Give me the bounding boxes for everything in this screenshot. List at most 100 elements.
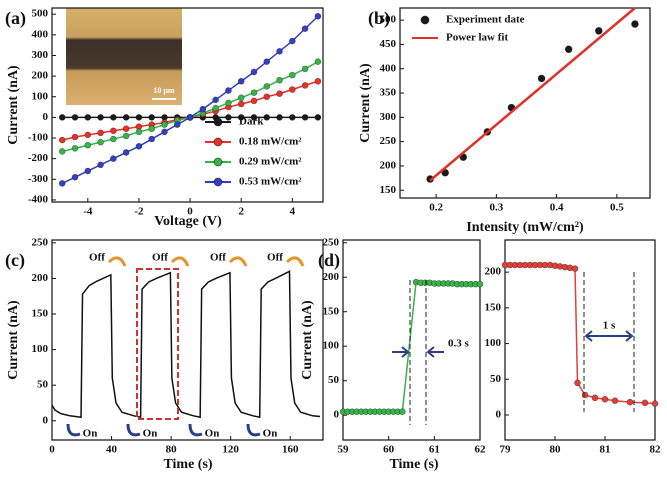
legend-label: Dark <box>239 116 264 128</box>
data-point <box>651 400 659 407</box>
y-tick-label: 200 <box>32 272 49 284</box>
annotation: 0.3 s <box>448 338 470 350</box>
data-point <box>314 114 322 121</box>
data-point <box>58 148 66 155</box>
x-tick-label: 120 <box>222 444 239 456</box>
y-axis-label: Current (nA) <box>358 63 373 143</box>
annotation: 1 s <box>603 320 616 332</box>
y-axis-label: Current (nA) <box>6 65 21 145</box>
data-point <box>71 145 79 152</box>
panel-label: (c) <box>5 250 25 271</box>
x-tick-label: 0.2 <box>429 202 443 214</box>
y-tick-label: 150 <box>380 184 397 196</box>
data-point <box>237 114 245 121</box>
x-tick-label: 59 <box>338 444 350 456</box>
y-tick-label: 300 <box>32 49 49 61</box>
data-point <box>161 128 168 136</box>
annotation: Off <box>152 252 168 264</box>
data-point <box>314 77 322 85</box>
y-tick-label: 100 <box>32 343 49 355</box>
data-point <box>225 87 232 94</box>
x-axis-label: Time (s) <box>163 457 212 472</box>
data-point <box>631 20 639 28</box>
data-point <box>186 114 194 121</box>
data-point <box>537 74 546 83</box>
on-arc <box>66 423 81 437</box>
y-tick-label: 250 <box>380 135 397 147</box>
y-tick-label: 300 <box>380 111 397 123</box>
data-point <box>601 395 609 403</box>
data-point <box>276 90 283 97</box>
inset-image <box>66 8 182 105</box>
data-point <box>591 394 599 402</box>
data-point <box>110 114 117 121</box>
legend-label: Experiment date <box>446 14 525 26</box>
arrow <box>584 330 634 342</box>
plot-frame <box>504 239 656 441</box>
annotation: On <box>205 428 220 440</box>
data-point <box>58 136 66 144</box>
inset-label: 10 μm <box>153 86 175 95</box>
y-axis-label: Current (nA) <box>6 300 21 380</box>
data-point <box>276 48 283 55</box>
legend-label: Power law fit <box>446 32 508 44</box>
x-tick-label: 79 <box>500 444 512 456</box>
data-point <box>263 93 271 101</box>
data-point <box>250 114 258 121</box>
data-point <box>148 125 156 133</box>
plot-frame <box>51 7 324 203</box>
annotation: On <box>143 428 158 440</box>
y-tick-label: 150 <box>485 301 502 313</box>
x-tick-label: 160 <box>282 444 299 456</box>
data-point <box>301 25 309 32</box>
data-point <box>84 141 92 149</box>
y-tick-label: 0 <box>496 409 502 421</box>
highlight-box <box>136 268 179 420</box>
data-point <box>173 121 181 128</box>
data-point <box>276 76 283 84</box>
off-arc <box>170 256 190 267</box>
x-tick-label: 0.5 <box>610 202 624 214</box>
off-arc <box>228 256 248 267</box>
data-point <box>135 128 143 136</box>
data-point <box>476 280 484 288</box>
data-point <box>276 114 283 121</box>
annotation: Off <box>267 252 283 264</box>
annotation: On <box>83 428 98 440</box>
x-tick-label: 62 <box>475 444 487 456</box>
data-point <box>122 132 130 140</box>
x-tick-label: 60 <box>383 444 395 456</box>
x-tick-label: 0.4 <box>550 202 564 214</box>
y-tick-label: 0 <box>334 409 340 421</box>
data-point <box>135 142 143 150</box>
y-tick-label: 200 <box>485 266 502 278</box>
x-axis-label: Voltage (V) <box>154 214 222 229</box>
x-axis-label: Intensity (mW/cm²) <box>466 220 584 235</box>
panel-label: (a) <box>5 8 26 29</box>
data-point <box>289 71 296 79</box>
data-point <box>71 133 79 141</box>
data-point <box>148 135 156 143</box>
data-point <box>225 114 232 121</box>
legend-marker <box>213 117 223 127</box>
y-tick-label: 100 <box>323 340 340 352</box>
legend-label: 0.18 mW/cm² <box>239 136 302 148</box>
data-point <box>122 114 130 121</box>
x-tick-label: 2 <box>238 206 244 218</box>
data-point <box>263 58 271 65</box>
arrow <box>392 346 410 358</box>
data-point <box>289 86 296 93</box>
y-tick-label: 0 <box>43 111 49 123</box>
series-line <box>429 7 636 182</box>
legend-marker <box>420 15 430 25</box>
data-point <box>84 167 92 175</box>
plot-frame <box>51 239 324 441</box>
y-tick-label: 0 <box>43 414 49 426</box>
data-point <box>122 149 130 156</box>
legend-marker <box>213 157 223 167</box>
data-point <box>97 129 104 137</box>
y-tick-label: 100 <box>32 90 49 102</box>
data-point <box>263 114 271 121</box>
x-tick-label: 4 <box>290 206 296 218</box>
